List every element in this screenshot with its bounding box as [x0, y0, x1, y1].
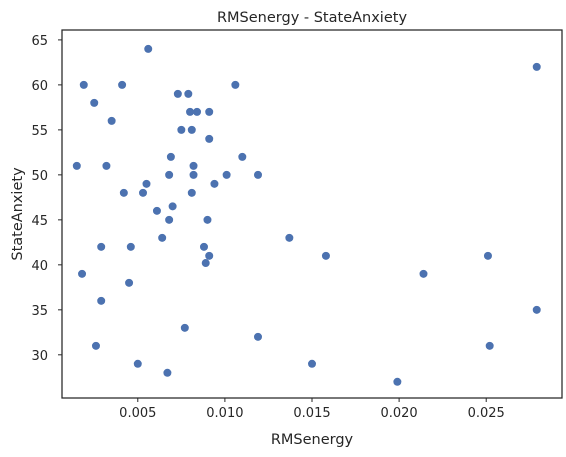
x-axis-label: RMSenergy: [271, 432, 354, 448]
x-tick-label: 0.005: [119, 406, 156, 421]
data-point: [165, 215, 174, 224]
data-point: [238, 152, 247, 161]
data-point: [177, 125, 186, 134]
data-point: [125, 278, 134, 287]
data-point: [78, 269, 87, 278]
y-tick-label: 50: [31, 169, 48, 184]
data-point: [187, 188, 196, 197]
y-tick-label: 35: [31, 304, 48, 319]
data-point: [186, 107, 195, 116]
data-point: [321, 251, 330, 260]
data-point: [193, 107, 202, 116]
data-point: [107, 116, 116, 125]
data-point: [173, 89, 182, 98]
x-axis-ticks: 0.005 0.010 0.015 0.020 0.025: [119, 398, 505, 421]
data-point: [308, 359, 316, 368]
data-point: [102, 161, 111, 170]
y-axis-ticks: 30 35 40 45 50 55 60 65: [31, 34, 62, 364]
data-point: [119, 188, 128, 197]
data-point: [166, 152, 175, 161]
data-point: [184, 89, 193, 98]
data-point: [231, 80, 240, 89]
chart-title: RMSenergy - StateAnxiety: [217, 10, 407, 26]
data-point: [222, 170, 231, 179]
data-point: [133, 359, 142, 368]
data-point: [126, 242, 135, 251]
data-point: [91, 341, 100, 350]
y-tick-label: 60: [31, 79, 48, 94]
data-point: [483, 251, 492, 260]
data-point: [532, 305, 541, 314]
y-axis-label: StateAnxiety: [10, 167, 26, 261]
data-point: [485, 341, 494, 350]
data-point: [199, 242, 208, 251]
data-point: [205, 134, 214, 143]
y-tick-label: 55: [31, 124, 48, 139]
y-tick-label: 40: [31, 259, 48, 274]
data-points: [72, 44, 541, 386]
data-point: [253, 170, 262, 179]
data-point: [419, 269, 428, 278]
x-tick-label: 0.010: [206, 406, 243, 421]
data-point: [210, 179, 219, 188]
data-point: [97, 242, 106, 251]
data-point: [253, 332, 262, 341]
y-tick-label: 30: [31, 349, 48, 364]
data-point: [189, 161, 198, 170]
data-point: [163, 368, 172, 377]
data-point: [201, 259, 210, 268]
data-point: [189, 170, 198, 179]
data-point: [144, 44, 153, 53]
data-point: [205, 107, 214, 116]
data-point: [118, 80, 127, 89]
data-point: [532, 62, 541, 71]
data-point: [79, 80, 88, 89]
data-point: [168, 202, 177, 211]
data-point: [72, 161, 81, 170]
data-point: [90, 98, 99, 107]
data-point: [203, 215, 212, 224]
data-point: [165, 170, 174, 179]
data-point: [393, 377, 402, 386]
data-point: [142, 179, 151, 188]
data-point: [158, 233, 167, 242]
data-point: [285, 233, 294, 242]
x-tick-label: 0.015: [293, 406, 330, 421]
data-point: [187, 125, 196, 134]
data-point: [205, 251, 214, 260]
x-tick-label: 0.020: [380, 406, 417, 421]
plot-frame: [61, 29, 563, 399]
data-point: [152, 206, 161, 215]
y-tick-label: 45: [31, 214, 48, 229]
y-tick-label: 65: [31, 34, 48, 49]
data-point: [139, 188, 148, 197]
data-point: [180, 323, 189, 332]
data-point: [97, 296, 106, 305]
x-tick-label: 0.025: [468, 406, 505, 421]
